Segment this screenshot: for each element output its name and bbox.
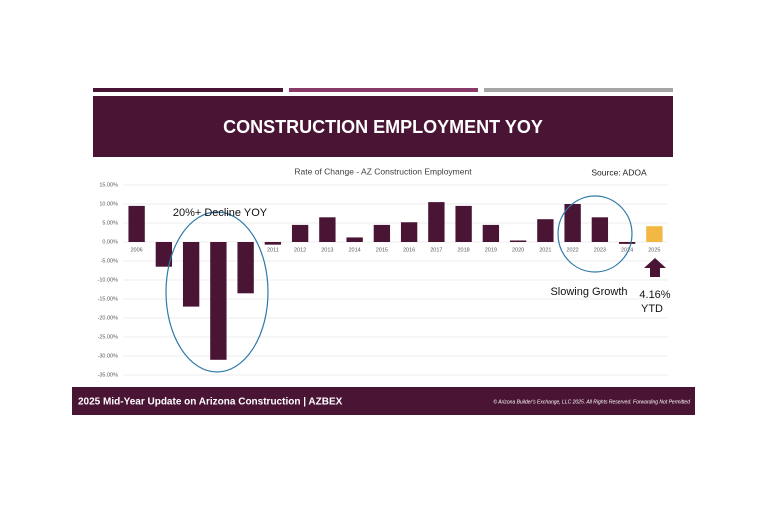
x-tick-label: 2021 xyxy=(539,247,551,253)
x-tick-label: 2017 xyxy=(430,247,442,253)
top-stripe xyxy=(93,88,283,92)
arrow xyxy=(644,258,666,277)
x-tick-label: 2015 xyxy=(376,247,388,253)
x-tick-label: 2022 xyxy=(567,247,579,253)
bar xyxy=(210,242,227,360)
x-tick-label: 2011 xyxy=(267,247,279,253)
x-tick-label: 2025 xyxy=(648,247,660,253)
y-tick-label: -10.00% xyxy=(98,277,119,283)
bar xyxy=(509,240,527,242)
highlight-ellipse xyxy=(557,195,633,273)
y-tick-label: -25.00% xyxy=(98,334,119,340)
slide-title: CONSTRUCTION EMPLOYMENT YOY xyxy=(223,117,543,137)
y-tick-label: 15.00% xyxy=(99,182,118,188)
x-tick-label: 2024 xyxy=(621,247,633,253)
bar xyxy=(264,242,282,245)
x-tick-label: 2018 xyxy=(458,247,470,253)
top-stripe xyxy=(289,88,478,92)
bar xyxy=(128,205,145,242)
footer-right: © Arizona Builder's Exchange, LLC 2025. … xyxy=(493,398,690,405)
x-tick-label: 2016 xyxy=(403,247,415,253)
annotation: YTD xyxy=(641,303,663,315)
x-tick-label: 2019 xyxy=(485,247,497,253)
bar xyxy=(591,217,609,242)
y-tick-label: 5.00% xyxy=(102,220,118,226)
x-tick-label: 2013 xyxy=(321,247,333,253)
chart-title: Rate of Change - AZ Construction Employm… xyxy=(294,166,472,176)
y-tick-label: 10.00% xyxy=(99,201,118,207)
footer-left: 2025 Mid-Year Update on Arizona Construc… xyxy=(78,397,343,408)
x-tick-label: 2020 xyxy=(512,247,524,253)
y-tick-label: -20.00% xyxy=(98,315,119,321)
bar xyxy=(428,202,445,242)
annotation: 20%+ Decline YOY xyxy=(173,207,268,219)
bar xyxy=(182,242,200,307)
y-tick-label: -35.00% xyxy=(98,372,119,378)
footer-bar xyxy=(72,387,695,415)
title-banner xyxy=(93,96,673,157)
y-tick-label: 0.00% xyxy=(102,239,118,245)
highlight-ellipse xyxy=(165,211,269,373)
annotation: 4.16% xyxy=(639,289,670,301)
y-tick-label: -5.00% xyxy=(101,258,119,264)
plot: -35.00% -30.00% -25.00% -20.00% -15.00% -10.0… xyxy=(98,182,668,378)
x-tick-label: 2023 xyxy=(594,247,606,253)
bar xyxy=(237,242,254,294)
bar xyxy=(346,237,363,242)
x-tick-label: 2012 xyxy=(294,247,306,253)
x-tick-label: 2006 xyxy=(131,247,143,253)
bar xyxy=(155,242,173,267)
bar xyxy=(482,224,500,242)
bar xyxy=(564,204,581,242)
bar xyxy=(646,226,663,242)
bar xyxy=(319,217,336,242)
bar xyxy=(400,222,418,242)
bar xyxy=(455,205,472,242)
bar xyxy=(537,219,554,242)
x-tick-label: 2014 xyxy=(349,247,361,253)
bar xyxy=(291,224,309,242)
source: Source: ADOA xyxy=(591,167,647,177)
bar xyxy=(373,224,391,242)
y-tick-label: -15.00% xyxy=(98,296,119,302)
y-tick-label: -30.00% xyxy=(98,353,119,359)
top-stripe xyxy=(484,88,673,92)
annotation: Slowing Growth xyxy=(550,286,627,298)
bar xyxy=(618,242,636,244)
